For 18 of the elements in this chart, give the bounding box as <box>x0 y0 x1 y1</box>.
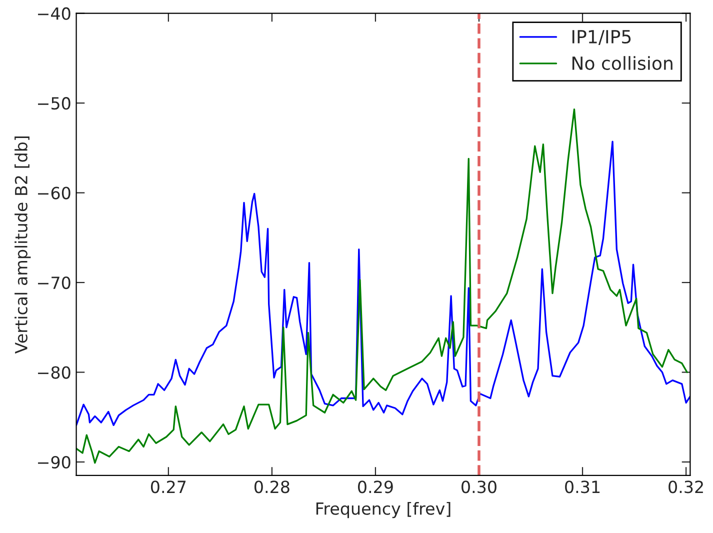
x-tick-label: 0.31 <box>565 480 600 494</box>
x-tick-label: 0.28 <box>254 480 290 494</box>
y-tick-label: −60 <box>38 186 70 200</box>
x-tick-label: 0.29 <box>358 480 393 494</box>
y-tick-label: −40 <box>38 7 70 20</box>
x-tick-label: 0.30 <box>462 480 496 494</box>
y-tick-label: −90 <box>38 456 70 469</box>
legend-label: IP1/IP5 <box>572 30 631 45</box>
legend-label: No collision <box>572 56 672 70</box>
y-tick-label: −50 <box>38 97 70 110</box>
x-axis-title: Frequency [frev] <box>316 502 450 518</box>
x-tick-label: 0.32 <box>668 480 703 494</box>
x-tick-label: 0.27 <box>150 480 186 494</box>
y-tick-label: −80 <box>38 366 70 379</box>
line-series <box>76 108 688 464</box>
line-series <box>76 140 690 426</box>
y-axis-title: Vertical amplitude B2 [db] <box>14 136 31 354</box>
y-tick-label: −70 <box>38 276 70 290</box>
